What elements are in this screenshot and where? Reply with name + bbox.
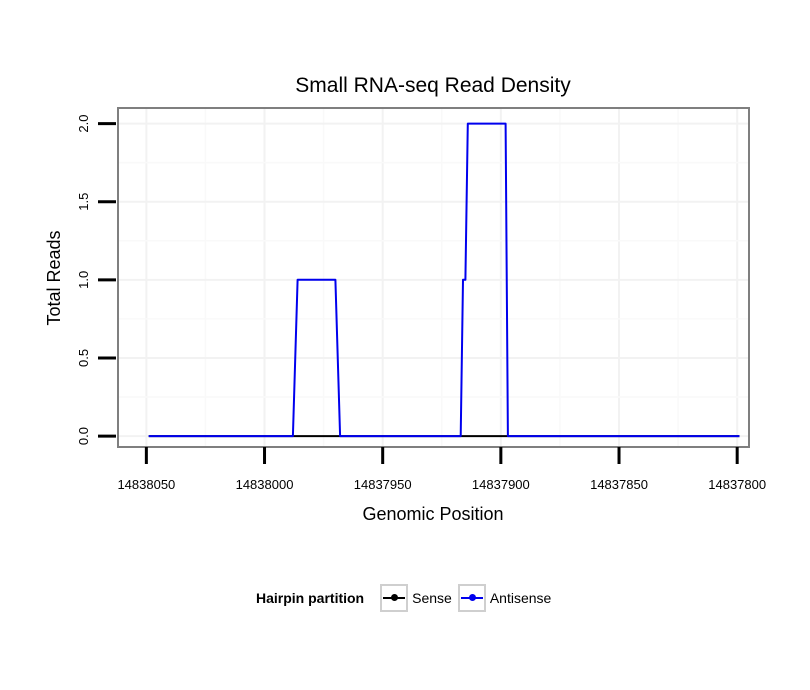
y-tick-label: 0.0: [76, 427, 91, 445]
legend-label-sense: Sense: [412, 590, 452, 606]
legend-item-sense: Sense: [380, 584, 452, 612]
x-tick-label: 14837850: [590, 477, 648, 492]
x-tick-label: 14838000: [236, 477, 294, 492]
series-line-antisense: [148, 122, 740, 438]
x-axis-label: Genomic Position: [362, 504, 503, 524]
y-tick-label: 1.5: [76, 193, 91, 211]
chart-title: Small RNA-seq Read Density: [295, 74, 571, 97]
axes: 14838050 14838000 14837950 14837900 14837850…: [76, 115, 766, 492]
legend-item-antisense: Antisense: [457, 584, 552, 612]
x-tick-label: 14837950: [354, 477, 412, 492]
y-axis-label: Total Reads: [44, 230, 64, 325]
x-tick-label: 14837900: [472, 477, 530, 492]
legend-point-antisense: [468, 594, 476, 601]
y-tick-label: 0.5: [76, 349, 91, 367]
legend-title: Hairpin partition: [256, 590, 365, 606]
y-tick-label: 1.0: [76, 271, 91, 289]
x-tick-label: 14837800: [708, 477, 766, 492]
series-group: [148, 122, 740, 438]
legend-key-antisense: [457, 584, 486, 612]
legend-key-sense: [380, 584, 409, 612]
legend: Hairpin partition Sense Antisense: [256, 578, 557, 618]
grid: [118, 108, 749, 447]
plot-panel: [117, 107, 750, 448]
legend-label-antisense: Antisense: [489, 590, 552, 606]
x-tick-label: 14838050: [117, 477, 175, 492]
legend-point-sense: [391, 594, 399, 601]
y-tick-label: 2.0: [76, 115, 91, 133]
